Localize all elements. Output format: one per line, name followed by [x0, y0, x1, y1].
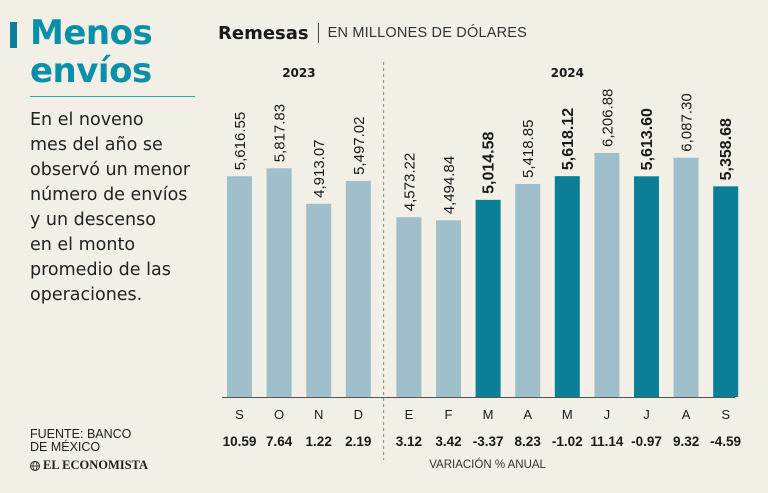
variation-value-2: 1.22	[306, 434, 332, 449]
value-label-2: 4,913.07	[311, 139, 328, 197]
bar-10	[634, 176, 659, 397]
value-label-8: 5,618.12	[560, 108, 577, 170]
variation-value-0: 10.59	[223, 434, 257, 449]
bar-1	[266, 168, 292, 397]
year-label-2023: 2023	[282, 66, 315, 80]
month-label-0: S	[235, 407, 244, 422]
variation-value-10: -0.97	[631, 434, 662, 449]
value-label-4: 4,573.22	[401, 153, 418, 211]
year-label-2024: 2024	[551, 66, 584, 80]
variation-value-3: 2.19	[345, 434, 371, 449]
bar-7	[515, 183, 541, 397]
bar-9	[594, 153, 620, 397]
variation-axis-label: VARIACIÓN % ANUAL	[429, 458, 546, 471]
chart-title: Remesas	[218, 22, 309, 44]
value-label-9: 6,206.88	[599, 89, 616, 147]
variation-value-6: -3.37	[473, 434, 504, 449]
month-label-6: M	[483, 407, 494, 422]
sidebar: Menos envíos En el noveno mes del año se…	[0, 0, 205, 493]
bar-11	[673, 157, 699, 397]
title-accent-bar	[10, 22, 17, 48]
variation-value-5: 3.42	[435, 434, 461, 449]
value-label-12: 5,358.68	[718, 118, 735, 180]
value-label-3: 5,497.02	[351, 117, 368, 175]
value-label-10: 5,613.60	[639, 108, 656, 170]
bar-4	[396, 217, 422, 397]
header-separator	[317, 23, 319, 43]
variation-value-8: -1.02	[552, 434, 583, 449]
headline-divider	[30, 96, 195, 97]
value-label-0: 5,616.55	[232, 112, 249, 170]
chart-header: Remesas EN MILLONES DE DÓLARES	[218, 21, 758, 45]
bar-8	[554, 176, 580, 397]
variation-value-4: 3.12	[396, 434, 422, 449]
globe-icon	[30, 460, 40, 471]
bar-5	[436, 220, 461, 397]
month-label-12: S	[721, 407, 730, 422]
variation-value-7: 8.23	[515, 434, 542, 449]
headline: Menos envíos	[30, 13, 153, 91]
description-text: En el noveno mes del año se observó un m…	[30, 110, 191, 305]
variation-value-1: 7.64	[266, 434, 293, 449]
value-label-6: 5,014.58	[481, 131, 498, 193]
month-label-11: A	[682, 407, 691, 422]
month-label-10: J	[643, 407, 650, 422]
month-label-5: F	[445, 407, 453, 422]
month-label-3: D	[354, 407, 363, 422]
value-label-5: 4,494.84	[441, 156, 458, 214]
month-label-9: J	[604, 407, 611, 422]
month-label-4: E	[405, 407, 414, 422]
variation-value-12: -4.59	[710, 434, 741, 449]
value-label-7: 5,418.85	[520, 120, 537, 178]
value-label-11: 6,087.30	[679, 93, 696, 151]
value-label-1: 5,817.83	[272, 104, 289, 162]
month-label-8: M	[562, 407, 573, 422]
bar-0	[227, 176, 252, 397]
brand-logo: EL ECONOMISTA	[30, 458, 190, 473]
bar-12	[713, 186, 739, 397]
bar-3	[345, 180, 371, 397]
month-label-7: A	[523, 407, 532, 422]
month-label-1: O	[274, 407, 284, 422]
variation-value-9: 11.14	[590, 434, 624, 449]
bar-2	[306, 203, 332, 397]
month-label-2: N	[314, 407, 323, 422]
source-text: FUENTE: BANCO DE MÉXICO	[30, 427, 132, 454]
bar-6	[475, 199, 501, 397]
chart-subtitle: EN MILLONES DE DÓLARES	[327, 25, 528, 41]
brand-name: EL ECONOMISTA	[43, 458, 148, 472]
variation-value-11: 9.32	[673, 434, 699, 449]
